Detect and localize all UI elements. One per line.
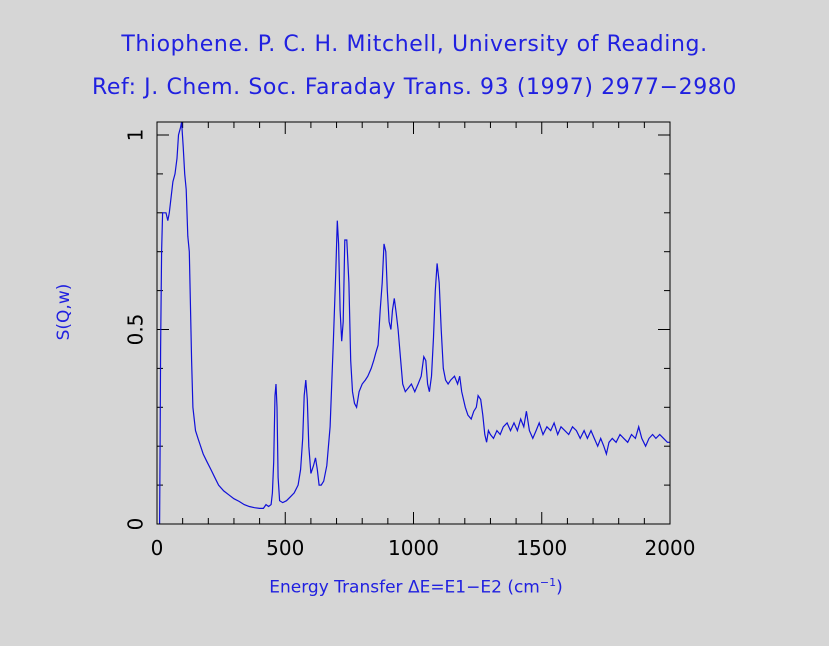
tick-labels: 0 500 1000 1500 2000 0 0.5 1 (124, 129, 696, 560)
x-axis-label-text: Energy Transfer ΔE=E1−E2 (cm (269, 577, 540, 598)
axis-ticks (156, 122, 671, 525)
x-axis-label-exponent: −1 (539, 576, 557, 589)
y-tick-label: 1 (124, 129, 148, 142)
spectrum-line (159, 121, 670, 525)
x-axis-label-close: ) (556, 577, 563, 598)
chart-title: Thiophene. P. C. H. Mitchell, University… (121, 32, 708, 57)
x-tick-label: 1000 (388, 536, 439, 560)
x-tick-label: 0 (151, 536, 164, 560)
y-tick-label: 0 (124, 518, 148, 531)
x-tick-label: 2000 (645, 536, 696, 560)
y-tick-label: 0.5 (124, 314, 148, 346)
plot-frame (156, 121, 671, 525)
x-axis-label: Energy Transfer ΔE=E1−E2 (cm−1) (269, 576, 562, 598)
x-tick-label: 1500 (516, 536, 567, 560)
chart-subtitle: Ref: J. Chem. Soc. Faraday Trans. 93 (19… (91, 75, 737, 100)
x-tick-label: 500 (266, 536, 304, 560)
